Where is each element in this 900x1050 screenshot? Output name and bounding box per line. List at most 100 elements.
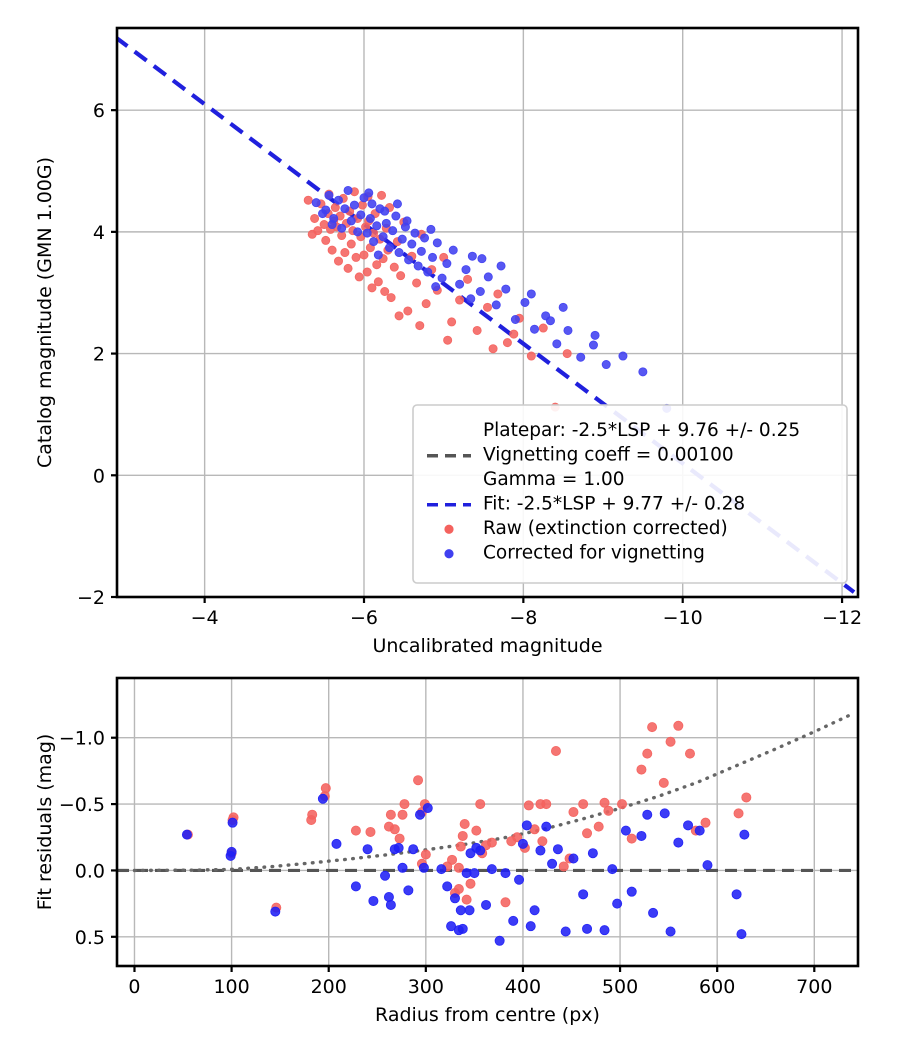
data-point — [386, 293, 396, 303]
data-point — [340, 204, 350, 214]
data-point — [418, 862, 429, 873]
data-point — [475, 845, 486, 856]
data-point — [684, 748, 695, 759]
data-point — [413, 261, 423, 271]
data-point — [593, 821, 604, 832]
data-point — [547, 858, 558, 869]
xtick-label: 200 — [311, 976, 347, 998]
ytick-label: 0.5 — [75, 927, 105, 949]
data-point — [394, 833, 405, 844]
data-point — [471, 825, 482, 836]
data-point — [408, 844, 419, 855]
data-point — [416, 246, 426, 256]
data-point — [636, 830, 647, 841]
data-point — [673, 720, 684, 731]
data-point — [541, 821, 552, 832]
data-point — [362, 844, 373, 855]
data-point — [500, 897, 511, 908]
data-point — [508, 915, 519, 926]
legend-entry: Raw (extinction corrected) — [444, 518, 728, 539]
data-point — [466, 294, 476, 304]
data-point — [423, 267, 433, 277]
data-point — [475, 286, 485, 296]
data-point — [464, 905, 475, 916]
data-point — [307, 809, 318, 820]
data-point — [514, 874, 525, 885]
data-point — [599, 797, 610, 808]
data-layer — [117, 714, 858, 946]
data-point — [526, 351, 536, 361]
y-axis-label: Fit residuals (mag) — [34, 734, 56, 911]
ytick-label: 4 — [93, 222, 105, 244]
legend-label: Corrected for vignetting — [483, 543, 705, 564]
data-point — [356, 210, 366, 220]
data-point — [373, 277, 383, 287]
xtick-label: 500 — [602, 976, 638, 998]
data-point — [582, 828, 593, 839]
data-point — [520, 297, 530, 307]
data-point — [562, 349, 572, 359]
ytick-label: −0.5 — [59, 794, 105, 816]
data-point — [673, 837, 684, 848]
data-point — [455, 279, 465, 289]
x-axis-label: Uncalibrated magnitude — [372, 635, 602, 657]
data-point — [502, 338, 512, 348]
data-point — [431, 282, 441, 292]
data-point — [343, 185, 353, 195]
data-point — [665, 736, 676, 747]
data-point — [457, 923, 468, 934]
data-point — [550, 746, 561, 757]
data-point — [658, 777, 669, 788]
data-point — [603, 805, 614, 816]
legend-label: Fit: -2.5*LSP + 9.77 +/- 0.28 — [483, 494, 745, 515]
data-point — [494, 935, 505, 946]
data-point — [443, 335, 453, 345]
legend-entry: Platepar: -2.5*LSP + 9.76 +/- 0.25 Vignet… — [427, 420, 800, 490]
ytick-label: 0 — [93, 465, 105, 487]
data-point — [397, 809, 408, 820]
data-point — [488, 344, 498, 354]
data-point — [359, 250, 369, 260]
data-point — [558, 861, 569, 872]
data-point — [403, 885, 414, 896]
data-point — [404, 255, 414, 265]
data-point — [377, 190, 387, 200]
data-point — [739, 829, 750, 840]
x-axis-label: Radius from centre (px) — [375, 1004, 600, 1026]
data-point — [483, 272, 493, 282]
data-point — [617, 799, 628, 810]
data-point — [330, 203, 340, 213]
data-point — [380, 206, 390, 216]
data-point — [700, 817, 711, 828]
data-point — [467, 251, 477, 261]
data-point — [501, 284, 511, 294]
data-point — [512, 832, 523, 843]
data-point — [509, 329, 519, 339]
ytick-label: −1.0 — [59, 728, 105, 750]
data-point — [736, 929, 747, 940]
axes-fit-residuals: 0 100 200 300 400 500 600 700 0.5 0.0 −0.5 −1.0 Radi… — [34, 676, 860, 1026]
data-point — [647, 722, 658, 733]
data-point — [420, 849, 431, 860]
data-point — [578, 889, 589, 900]
xtick-label: 100 — [213, 976, 249, 998]
data-point — [346, 216, 356, 226]
legend-marker-dot — [444, 524, 454, 534]
legend-label: Gamma = 1.00 — [483, 469, 625, 490]
data-point — [337, 223, 347, 233]
data-point — [432, 238, 442, 248]
vignetting-curve — [132, 714, 850, 873]
data-point — [590, 330, 600, 340]
legend-entry: Corrected for vignetting — [444, 543, 705, 564]
data-point — [181, 829, 192, 840]
data-point — [665, 926, 676, 937]
data-point — [529, 824, 540, 835]
legend-label: Platepar: -2.5*LSP + 9.76 +/- 0.25 — [483, 420, 800, 441]
data-point — [402, 216, 412, 226]
legend-label: Vignetting coeff = 0.00100 — [483, 445, 734, 466]
data-point — [357, 200, 367, 210]
data-point — [372, 260, 382, 270]
data-point — [365, 213, 375, 223]
legend-box — [412, 404, 848, 584]
data-point — [428, 252, 438, 262]
